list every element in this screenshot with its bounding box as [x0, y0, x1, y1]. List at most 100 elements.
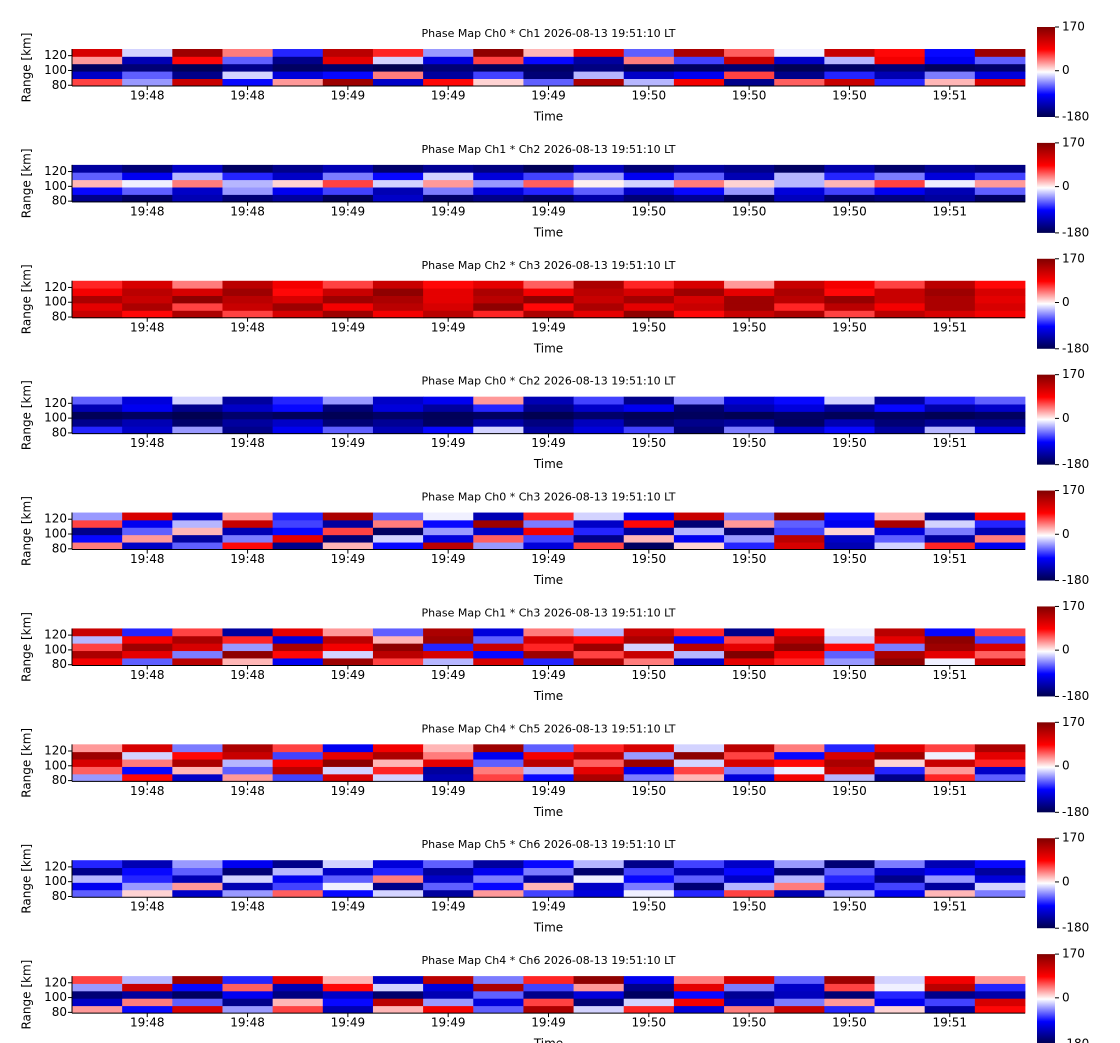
heatmap-cell	[673, 860, 725, 869]
heatmap-cell	[523, 527, 574, 536]
x-tick-label: 19:50	[832, 1016, 867, 1030]
x-tick-label: 19:50	[632, 436, 667, 450]
heatmap-cell	[673, 164, 725, 173]
heatmap-cell	[673, 310, 725, 319]
x-tick-label: 19:48	[130, 784, 165, 798]
heatmap-cell	[322, 512, 374, 521]
heatmap-cell	[423, 628, 474, 637]
heatmap-cell	[623, 744, 675, 753]
heatmap-cell	[473, 404, 524, 412]
heatmap-cell	[72, 288, 123, 296]
y-tick-label: 80	[52, 541, 67, 555]
heatmap-cell	[874, 1005, 926, 1014]
x-tick-label: 19:48	[130, 204, 165, 218]
heatmap-cell	[573, 49, 625, 57]
heatmap-cell	[974, 187, 1026, 195]
heatmap-cell	[322, 976, 374, 984]
heatmap-cell	[924, 527, 976, 536]
x-tick-label: 19:49	[431, 436, 466, 450]
heatmap-cell	[673, 643, 725, 652]
heatmap-cell	[122, 49, 173, 57]
heatmap-cell	[222, 49, 274, 57]
heatmap-cell	[322, 751, 374, 760]
heatmap-cell	[673, 759, 725, 767]
heatmap-cell	[272, 519, 324, 528]
heatmap-cell	[874, 990, 926, 999]
heatmap-cell	[222, 164, 274, 173]
x-tick-label: 19:49	[531, 204, 566, 218]
heatmap-cell	[372, 418, 424, 427]
heatmap-cell	[122, 976, 173, 984]
heatmap-cell	[523, 302, 574, 311]
heatmap-cell	[222, 983, 274, 992]
heatmap-cell	[322, 882, 374, 891]
heatmap-cell	[974, 56, 1026, 65]
chart-title: Phase Map Ch2 * Ch3 2026-08-13 19:51:10 …	[422, 259, 676, 272]
heatmap-cell	[72, 179, 123, 188]
heatmap-cell	[72, 1005, 123, 1014]
heatmap-cell	[824, 628, 875, 637]
heatmap-cell	[322, 990, 374, 999]
heatmap-cell	[573, 519, 625, 528]
heatmap-cell	[473, 78, 524, 87]
heatmap-cell	[473, 310, 524, 319]
heatmap-cell	[122, 63, 173, 72]
heatmap-cell	[924, 56, 976, 65]
heatmap-cell	[72, 71, 123, 79]
x-tick-label: 19:50	[632, 900, 667, 914]
heatmap-cell	[172, 751, 223, 760]
heatmap-cell	[824, 998, 875, 1007]
heatmap-cell	[774, 889, 825, 898]
heatmap-cell	[573, 542, 625, 550]
heatmap-cell	[72, 860, 123, 869]
heatmap-cell	[924, 542, 976, 550]
heatmap-cell	[974, 773, 1026, 782]
heatmap-cell	[372, 650, 424, 659]
heatmap-cell	[974, 527, 1026, 536]
heatmap-cell	[322, 759, 374, 767]
heatmap-cell	[824, 860, 875, 869]
heatmap-cell	[774, 411, 825, 420]
heatmap-cell	[423, 534, 474, 543]
heatmap-cell	[623, 1005, 675, 1014]
heatmap-cell	[423, 280, 474, 289]
heatmap-cell	[623, 658, 675, 666]
heatmap-cell	[222, 773, 274, 782]
heatmap-cell	[523, 976, 574, 984]
heatmap-cell	[322, 310, 374, 319]
heatmap-cell	[222, 990, 274, 999]
x-tick-label: 19:48	[130, 436, 165, 450]
heatmap-cell	[423, 773, 474, 782]
heatmap-cell	[774, 396, 825, 405]
heatmap-cell	[774, 759, 825, 767]
heatmap-cell	[272, 426, 324, 435]
heatmap-cell	[924, 164, 976, 173]
heatmap-cell	[172, 643, 223, 652]
heatmap-cell	[623, 295, 675, 304]
x-tick-label: 19:49	[531, 900, 566, 914]
heatmap-cell	[372, 71, 424, 79]
heatmap-cell	[623, 759, 675, 767]
heatmap-cell	[774, 534, 825, 543]
heatmap-cell	[172, 744, 223, 753]
heatmap-cell	[72, 194, 123, 203]
heatmap-cell	[523, 759, 574, 767]
heatmap-cell	[673, 288, 725, 296]
heatmap-cell	[724, 512, 775, 521]
heatmap-cell	[924, 302, 976, 311]
heatmap-cell	[974, 164, 1026, 173]
heatmap-cell	[372, 411, 424, 420]
heatmap-cell	[724, 643, 775, 652]
heatmap-cell	[774, 302, 825, 311]
heatmap-cell	[222, 187, 274, 195]
heatmap-cell	[423, 164, 474, 173]
heatmap-cell	[824, 519, 875, 528]
heatmap-cell	[774, 49, 825, 57]
heatmap-cell	[623, 889, 675, 898]
heatmap-cell	[473, 512, 524, 521]
heatmap-cell	[222, 860, 274, 869]
heatmap-cell	[423, 172, 474, 181]
heatmap-cell	[372, 773, 424, 782]
heatmap-cell	[172, 860, 223, 869]
y-tick-label: 100	[44, 179, 67, 193]
